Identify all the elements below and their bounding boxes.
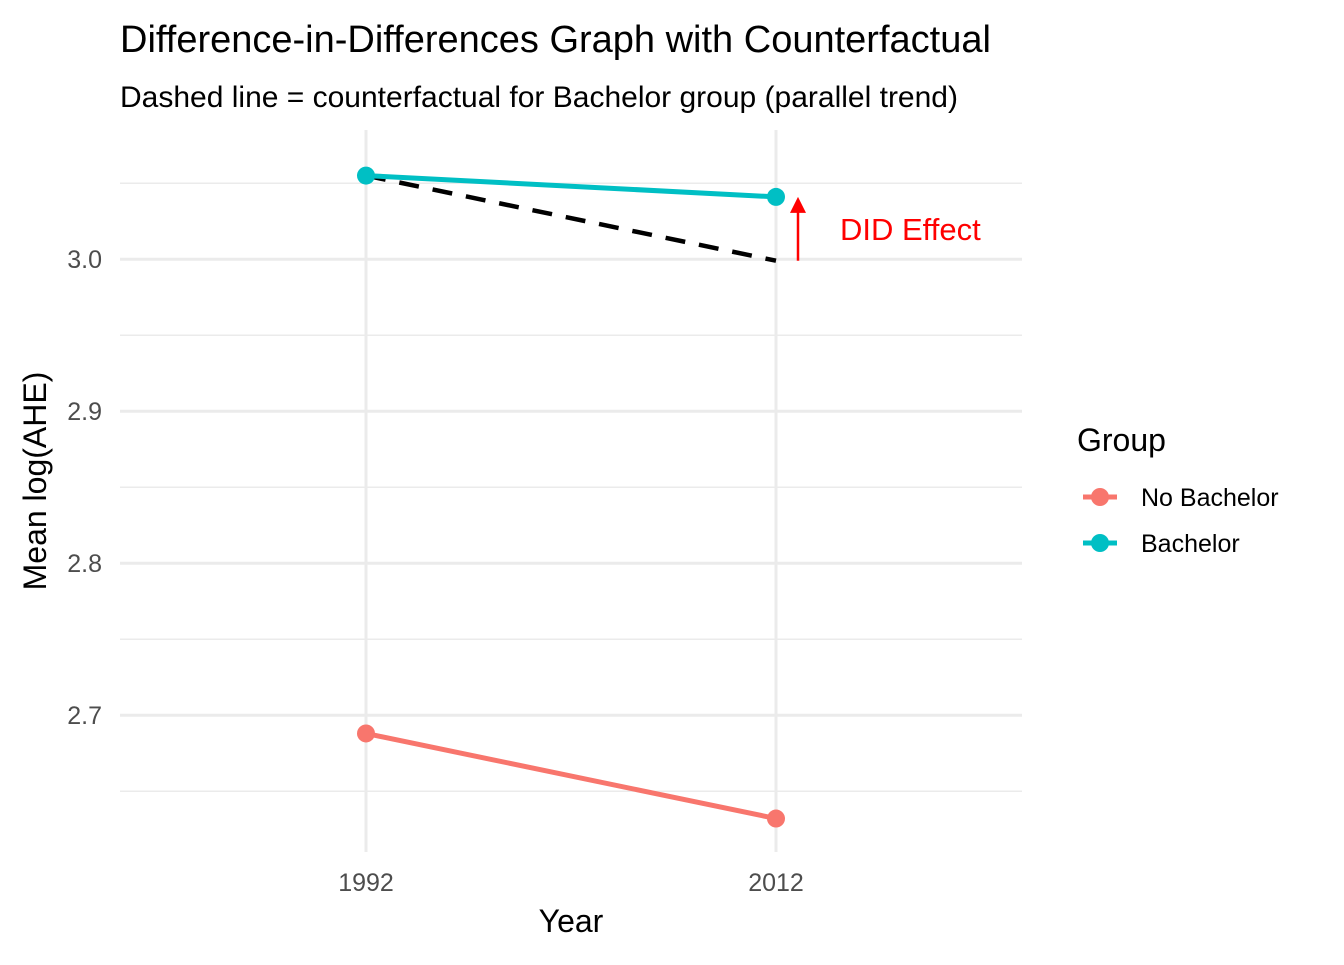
legend-items: No Bachelor Bachelor xyxy=(1083,484,1279,558)
y-tick-label: 3.0 xyxy=(67,246,102,274)
legend-entry-label: Bachelor xyxy=(1141,530,1240,558)
annotation-layer: DID Effect xyxy=(790,196,981,261)
legend-key-point-no-bachelor xyxy=(1091,488,1109,506)
y-axis-label: Mean log(AHE) xyxy=(17,372,53,591)
point-no-bachelor xyxy=(357,724,375,743)
legend: Group No Bachelor Bachelor xyxy=(1077,422,1279,558)
legend-entry-label: No Bachelor xyxy=(1141,484,1279,512)
legend-title: Group xyxy=(1077,422,1166,458)
did-effect-label: DID Effect xyxy=(840,212,981,247)
grid-minor xyxy=(120,182,1022,792)
counterfactual-layer xyxy=(365,173,777,263)
series-line-bachelor xyxy=(365,173,777,200)
chart-title: Difference-in-Differences Graph with Cou… xyxy=(120,19,991,61)
y-tick-label: 2.9 xyxy=(67,398,102,426)
x-axis-label: Year xyxy=(539,903,604,939)
chart-subtitle: Dashed line = counterfactual for Bachelo… xyxy=(120,81,958,114)
point-bachelor xyxy=(357,166,375,185)
legend-key-point-bachelor xyxy=(1091,534,1109,552)
did-effect-arrowhead xyxy=(790,196,806,213)
x-axis-ticks: 1992 2012 xyxy=(338,869,804,897)
y-tick-label: 2.8 xyxy=(67,550,102,578)
point-bachelor xyxy=(767,187,785,206)
counterfactual-line xyxy=(365,173,777,263)
y-tick-label: 2.7 xyxy=(67,702,102,730)
x-tick-label: 2012 xyxy=(748,869,804,897)
point-no-bachelor xyxy=(767,809,785,828)
series-layer xyxy=(357,166,785,828)
y-axis-ticks: 2.7 2.8 2.9 3.0 xyxy=(67,246,102,730)
series-line-no-bachelor xyxy=(365,730,777,822)
x-tick-label: 1992 xyxy=(338,869,394,897)
